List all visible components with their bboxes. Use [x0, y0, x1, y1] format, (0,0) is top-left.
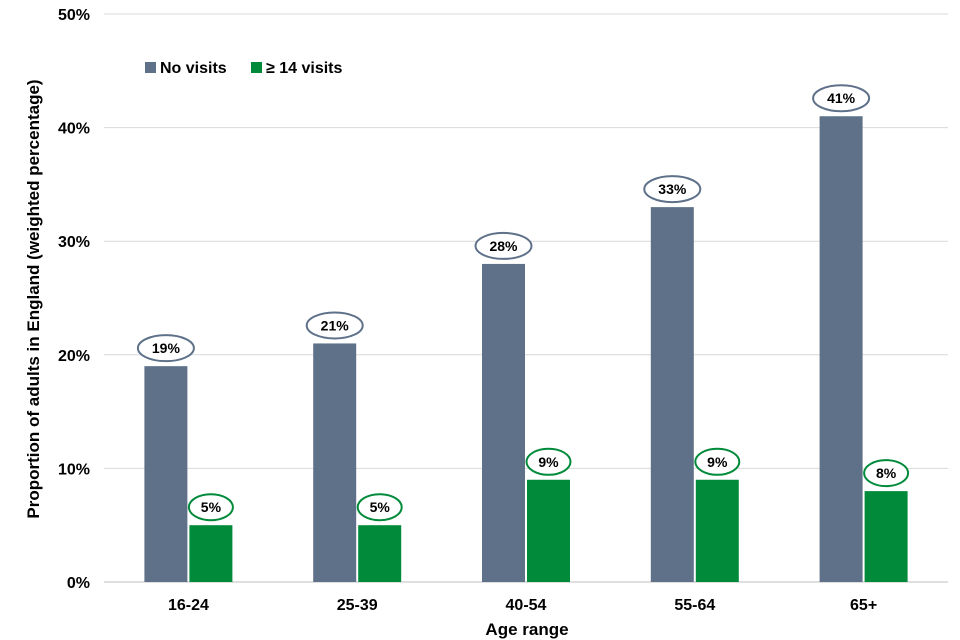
y-tick-label-10: 10% [58, 461, 90, 478]
data-label-bubble [643, 175, 702, 204]
bars [144, 116, 908, 583]
y-tick-label-0: 0% [67, 575, 90, 592]
data-label-no-visits-55-64: 33% [643, 175, 702, 204]
legend-swatch-14-plus-visits [251, 62, 262, 73]
legend: No visits ≥ 14 visits [145, 60, 342, 77]
x-tick-label-25-39: 25-39 [337, 597, 378, 614]
y-tick-label-20: 20% [58, 348, 90, 365]
x-tick-label-65: 65+ [850, 597, 877, 614]
bar-no-visits-16-24 [144, 366, 188, 582]
data-label-text: 19% [152, 340, 181, 356]
bar-no-visits-65 [819, 116, 863, 583]
data-label-text: 33% [658, 181, 687, 197]
bar-14-visits-55-64 [695, 479, 739, 582]
gridlines [104, 13, 948, 583]
bar-14-visits-16-24 [189, 525, 233, 582]
data-label-no-visits-16-24: 19% [136, 334, 195, 363]
data-label-bubble [474, 231, 533, 260]
data-label-text: 21% [321, 317, 350, 333]
data-label-bubble [356, 493, 403, 522]
data-label-bubble [136, 334, 195, 363]
data-label-text: 5% [201, 499, 222, 515]
data-label-14-visits-65: 8% [863, 459, 910, 488]
bar-no-visits-55-64 [650, 207, 694, 582]
bar-no-visits-25-39 [313, 343, 357, 582]
legend-swatch-no-visits [145, 62, 156, 73]
x-axis-ticks: 16-24 25-39 40-54 55-64 65+ [168, 597, 877, 614]
legend-label-14-plus-visits: ≥ 14 visits [266, 60, 342, 77]
data-label-text: 8% [876, 465, 897, 481]
data-label-bubble [694, 447, 741, 476]
bar-14-visits-65 [864, 491, 908, 582]
data-label-text: 9% [707, 454, 728, 470]
data-label-text: 41% [827, 90, 856, 106]
data-label-no-visits-65: 41% [812, 84, 871, 113]
data-label-no-visits-40-54: 28% [474, 231, 533, 260]
bar-14-visits-40-54 [527, 479, 570, 582]
x-tick-label-16-24: 16-24 [168, 597, 209, 614]
y-tick-label-50: 50% [58, 7, 90, 24]
legend-label-no-visits: No visits [160, 60, 227, 77]
data-label-text: 5% [370, 499, 391, 515]
bar-14-visits-25-39 [358, 525, 402, 582]
y-tick-label-40: 40% [58, 121, 90, 138]
data-labels: 19% 5% 21% 5% 28% 9% 33% 9% 41% 8% [136, 84, 910, 522]
data-label-bubble [305, 311, 364, 340]
x-axis-title: Age range [485, 620, 568, 639]
data-label-bubble [863, 459, 910, 488]
data-label-14-visits-16-24: 5% [187, 493, 234, 522]
data-label-14-visits-25-39: 5% [356, 493, 403, 522]
data-label-bubble [187, 493, 234, 522]
data-label-text: 9% [538, 454, 559, 470]
data-label-14-visits-55-64: 9% [694, 447, 741, 476]
y-tick-label-30: 30% [58, 234, 90, 251]
data-label-14-visits-40-54: 9% [525, 447, 572, 476]
data-label-text: 28% [489, 238, 518, 254]
data-label-bubble [525, 447, 572, 476]
y-axis-title: Proportion of adults in England (weighte… [24, 79, 43, 518]
x-tick-label-55-64: 55-64 [674, 597, 715, 614]
y-axis-ticks: 0% 10% 20% 30% 40% 50% [58, 7, 90, 592]
x-tick-label-40-54: 40-54 [506, 597, 547, 614]
data-label-bubble [812, 84, 871, 113]
data-label-no-visits-25-39: 21% [305, 311, 364, 340]
bar-no-visits-40-54 [482, 263, 525, 582]
